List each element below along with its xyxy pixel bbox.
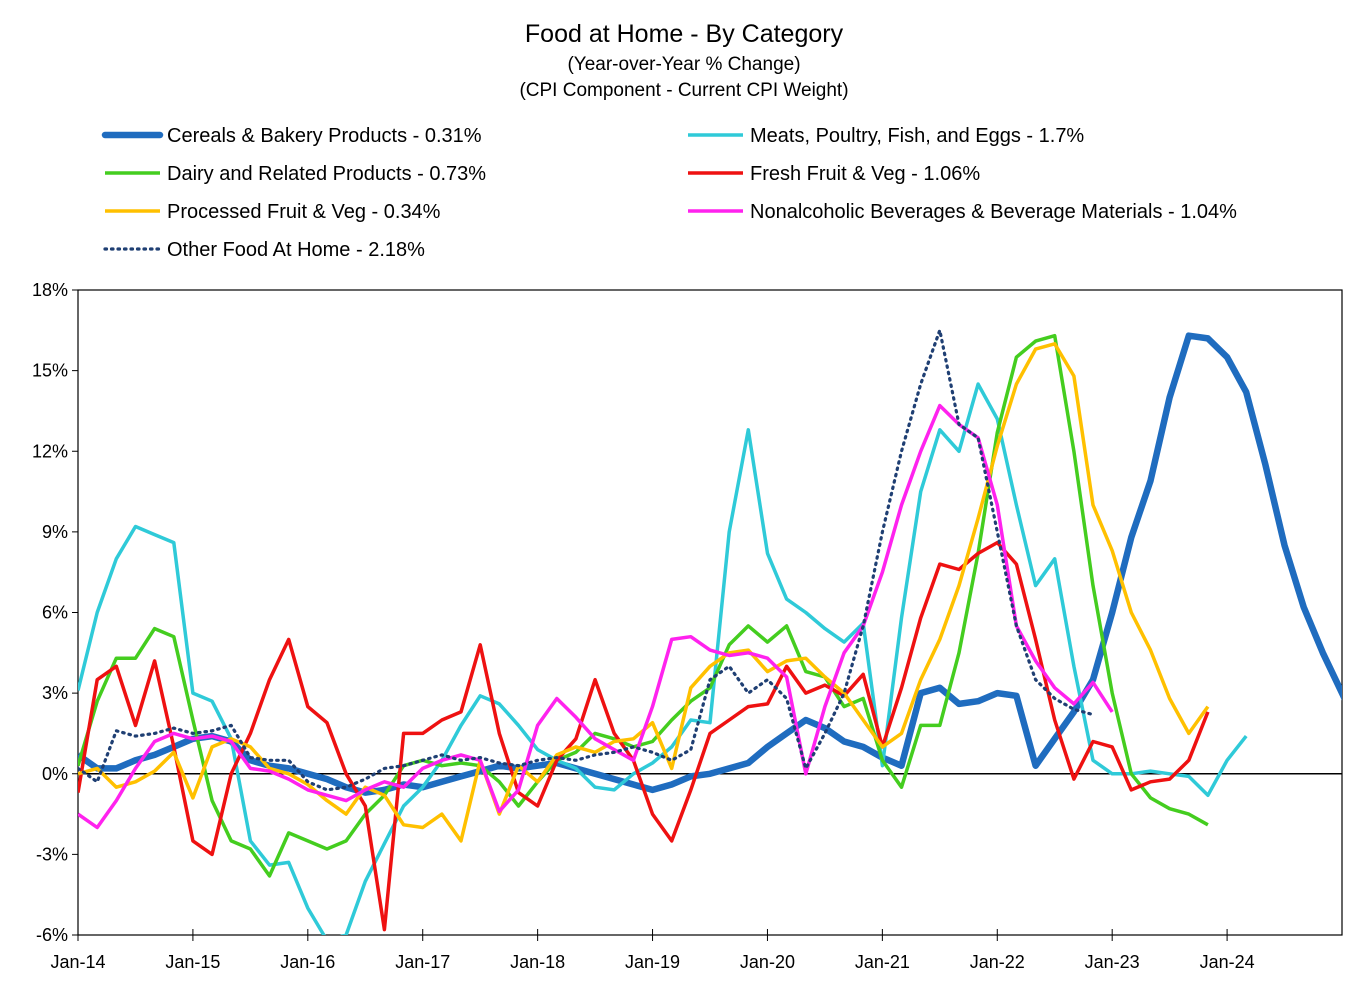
x-tick-label: Jan-24 — [1200, 952, 1255, 972]
series-line-meats — [78, 382, 1248, 935]
y-tick-label: 12% — [32, 441, 68, 461]
chart-title: Food at Home - By Category — [525, 20, 844, 48]
x-tick-label: Jan-15 — [165, 952, 220, 972]
x-tick-label: Jan-20 — [740, 952, 795, 972]
series-line-dairy — [78, 333, 1209, 878]
series-line-fresh — [78, 540, 1210, 932]
y-tick-label: 9% — [42, 522, 68, 542]
legend: Cereals & Bakery Products - 0.31% Meats, … — [101, 125, 1237, 261]
y-tick-label: 15% — [32, 361, 68, 381]
y-tick-label: -3% — [36, 844, 68, 864]
y-tick-label: 3% — [42, 683, 68, 703]
x-tick-label: Jan-17 — [395, 952, 450, 972]
y-tick-label: 6% — [42, 603, 68, 623]
y-tick-label: 18% — [32, 280, 68, 300]
chart-subtitle-2: (CPI Component - Current CPI Weight) — [519, 80, 848, 101]
plot-border — [77, 289, 1343, 936]
x-tick-label: Jan-16 — [280, 952, 335, 972]
legend-label-cereals: Cereals & Bakery Products - 0.31% — [167, 125, 482, 147]
x-tick-label: Jan-14 — [50, 952, 105, 972]
series-group — [78, 328, 1342, 935]
legend-label-meats: Meats, Poultry, Fish, and Eggs - 1.7% — [750, 125, 1084, 147]
x-tick-label: Jan-23 — [1085, 952, 1140, 972]
legend-label-fresh: Fresh Fruit & Veg - 1.06% — [750, 163, 980, 185]
legend-label-processed: Processed Fruit & Veg - 0.34% — [167, 201, 441, 223]
chart-subtitle: (Year-over-Year % Change) — [567, 54, 800, 75]
x-tick-label: Jan-21 — [855, 952, 910, 972]
legend-label-other: Other Food At Home - 2.18% — [167, 239, 425, 261]
legend-label-dairy: Dairy and Related Products - 0.73% — [167, 163, 486, 185]
x-tick-label: Jan-19 — [625, 952, 680, 972]
series-line-beverages — [78, 403, 1114, 830]
x-tick-label: Jan-18 — [510, 952, 565, 972]
series-line-other — [78, 328, 1095, 792]
plot-area: -6% -3% 0% 3% 6% 9% 12% 15% 18% Jan-14 Jan-15 Jan-1… — [32, 280, 1343, 972]
x-tick-label: Jan-22 — [970, 952, 1025, 972]
legend-label-beverages: Nonalcoholic Beverages & Beverage Materi… — [750, 201, 1237, 223]
y-tick-label: 0% — [42, 764, 68, 784]
y-tick-label: -6% — [36, 925, 68, 945]
